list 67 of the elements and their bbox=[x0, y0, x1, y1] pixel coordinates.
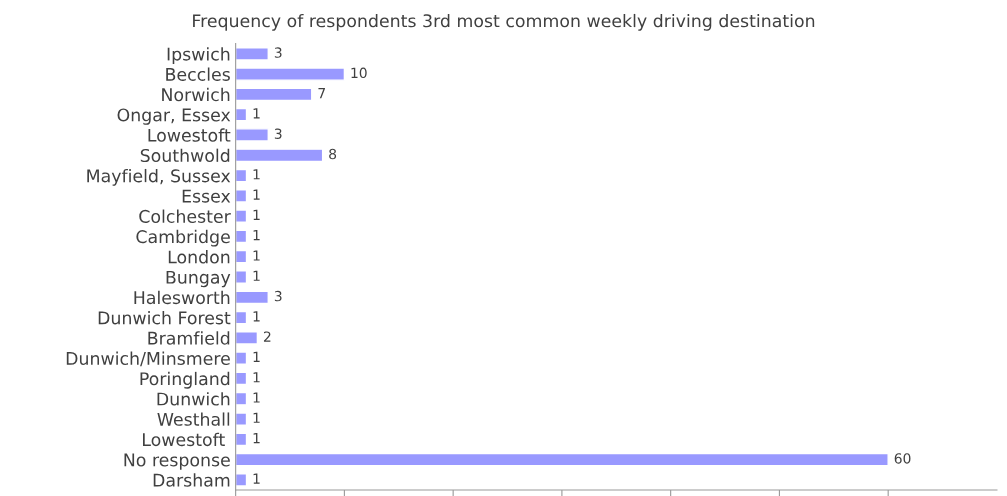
data-label: 1 bbox=[253, 433, 260, 444]
data-label: 10 bbox=[351, 67, 367, 79]
bar bbox=[235, 290, 269, 305]
bar bbox=[235, 128, 269, 142]
data-label: 1 bbox=[253, 412, 260, 423]
data-label: 1 bbox=[253, 392, 260, 403]
bar bbox=[235, 412, 248, 426]
data-label: 1 bbox=[253, 189, 260, 200]
bar bbox=[235, 67, 346, 81]
y-tick-label: Poringland bbox=[140, 371, 230, 389]
bar bbox=[235, 87, 313, 102]
y-tick-label: Bungay bbox=[166, 270, 231, 288]
y-tick-label: Cambridge bbox=[136, 229, 230, 247]
bar bbox=[235, 452, 889, 467]
y-tick-label: Dunwich Forest bbox=[98, 310, 231, 325]
bar bbox=[235, 189, 248, 203]
bar bbox=[235, 371, 248, 386]
bar bbox=[235, 249, 248, 264]
y-tick-label: Colchester bbox=[139, 209, 231, 223]
data-label: 1 bbox=[253, 473, 260, 484]
bar bbox=[235, 473, 248, 487]
y-tick-label: Essex bbox=[182, 189, 231, 203]
y-tick-label: Ongar, Essex bbox=[117, 108, 231, 125]
y-tick-label: Beccles bbox=[166, 67, 230, 81]
data-label: 7 bbox=[318, 88, 325, 99]
data-label: 1 bbox=[253, 108, 260, 119]
y-tick-label: Dunwich/Minsmere bbox=[66, 351, 230, 367]
data-label: 3 bbox=[274, 290, 282, 302]
data-label: 1 bbox=[253, 250, 260, 261]
data-label: 1 bbox=[253, 209, 260, 220]
data-label: 1 bbox=[253, 372, 260, 383]
data-label: 3 bbox=[274, 128, 282, 139]
data-label: 1 bbox=[253, 351, 260, 362]
y-tick-label: Dunwich bbox=[157, 392, 230, 406]
y-tick-label: Southwold bbox=[140, 148, 230, 163]
bar bbox=[235, 331, 259, 345]
y-tick-label: Westhall bbox=[157, 412, 230, 426]
data-label: 3 bbox=[274, 47, 282, 58]
bar bbox=[235, 148, 324, 163]
bar bbox=[235, 168, 248, 183]
bar bbox=[235, 351, 248, 365]
data-label: 2 bbox=[263, 331, 271, 342]
bar bbox=[235, 391, 248, 406]
y-tick-label: Halesworth bbox=[134, 290, 230, 305]
bar bbox=[235, 209, 248, 223]
data-label: 60 bbox=[894, 453, 911, 464]
y-tick-label: No response bbox=[124, 453, 230, 470]
y-tick-label: Darsham bbox=[153, 473, 230, 487]
data-label: 1 bbox=[253, 270, 260, 281]
bar bbox=[235, 310, 248, 325]
bar bbox=[235, 107, 248, 122]
y-tick-label: Lowestoft bbox=[143, 432, 225, 447]
y-tick-label: Lowestoft bbox=[148, 128, 231, 142]
bar bbox=[235, 432, 248, 447]
data-label: 1 bbox=[253, 311, 260, 322]
y-tick-label: Ipswich bbox=[167, 47, 230, 64]
y-tick-label: Norwich bbox=[162, 87, 230, 102]
bar bbox=[235, 270, 248, 284]
y-tick-label: London bbox=[168, 250, 230, 264]
data-label: 8 bbox=[329, 148, 337, 160]
chart-title: Frequency of respondents 3rd most common weekly driving destination bbox=[193, 13, 815, 31]
y-tick-label: Bramfield bbox=[148, 331, 230, 345]
y-tick-label: Mayfield, Sussex bbox=[87, 168, 231, 186]
bar bbox=[235, 47, 269, 61]
data-label: 1 bbox=[253, 230, 260, 241]
bar bbox=[235, 229, 248, 244]
data-label: 1 bbox=[253, 169, 260, 180]
